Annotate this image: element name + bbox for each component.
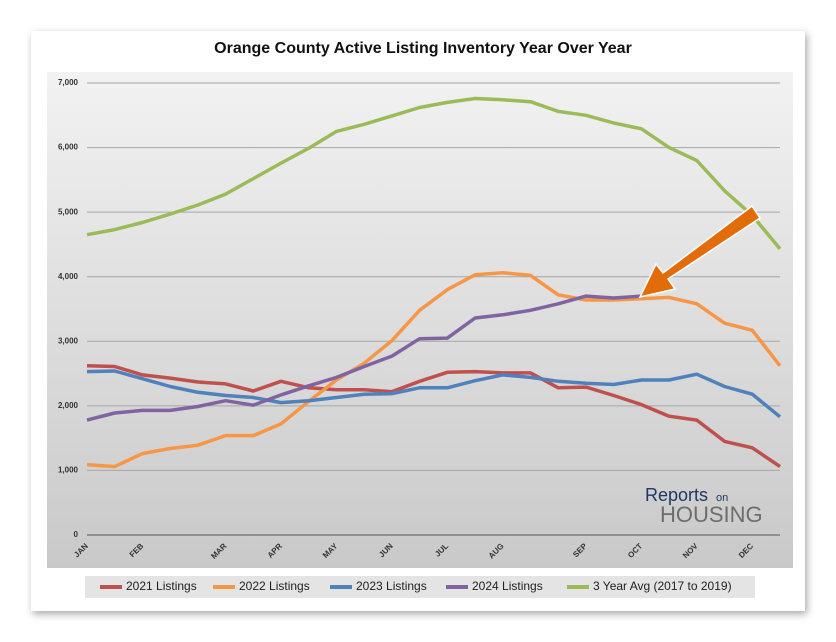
legend-label: 2024 Listings (472, 579, 543, 593)
series-line (86, 364, 781, 469)
logo-word: Reports (645, 485, 708, 505)
legend-label: 2022 Listings (239, 579, 310, 593)
legend-label: 2023 Listings (356, 579, 427, 593)
legend (85, 576, 755, 598)
legend-label: 3 Year Avg (2017 to 2019) (593, 579, 732, 593)
series-line (86, 369, 782, 419)
y-tick-label: 3,000 (58, 336, 79, 345)
y-tick-label: 4,000 (58, 272, 79, 281)
y-tick-label: 2,000 (58, 401, 79, 410)
legend-label: 2021 Listings (126, 579, 197, 593)
y-tick-label: 6,000 (58, 143, 79, 152)
chart-title: Orange County Active Listing Inventory Y… (214, 40, 632, 57)
y-tick-label: 7,000 (58, 78, 79, 87)
series-line (86, 271, 782, 469)
logo-small: on (716, 492, 728, 504)
series-line (86, 96, 782, 251)
plot-area (47, 72, 793, 568)
y-tick-label: 0 (74, 530, 79, 539)
logo-big: HOUSING (660, 502, 763, 527)
logo: Reports on HOUSING (645, 485, 763, 527)
arrow (638, 204, 762, 299)
y-tick-label: 5,000 (58, 207, 79, 216)
series-line (86, 294, 642, 422)
y-tick-label: 1,000 (58, 466, 79, 475)
